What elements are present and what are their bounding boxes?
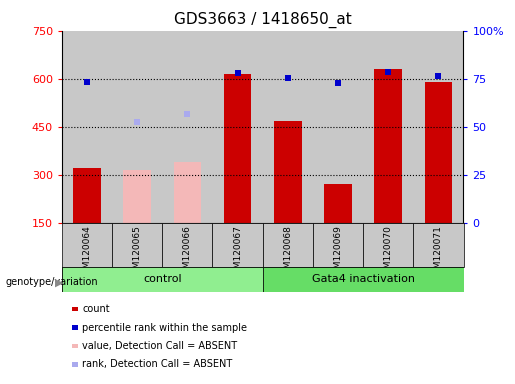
Bar: [363, 31, 413, 223]
Text: GSM120070: GSM120070: [384, 225, 392, 280]
Bar: [274, 121, 302, 223]
FancyBboxPatch shape: [212, 223, 263, 267]
Text: GSM120066: GSM120066: [183, 225, 192, 280]
Text: GSM120064: GSM120064: [82, 225, 91, 280]
FancyBboxPatch shape: [363, 223, 413, 267]
Text: value, Detection Call = ABSENT: value, Detection Call = ABSENT: [82, 341, 237, 351]
Bar: [224, 74, 251, 223]
Bar: [73, 168, 101, 223]
FancyBboxPatch shape: [162, 223, 212, 267]
Text: GSM120069: GSM120069: [334, 225, 342, 280]
FancyBboxPatch shape: [112, 223, 162, 267]
Bar: [174, 162, 201, 223]
Text: count: count: [82, 304, 110, 314]
Bar: [313, 31, 363, 223]
Bar: [112, 31, 162, 223]
Bar: [413, 31, 464, 223]
FancyBboxPatch shape: [62, 267, 464, 292]
FancyBboxPatch shape: [263, 267, 464, 292]
Text: rank, Detection Call = ABSENT: rank, Detection Call = ABSENT: [82, 359, 233, 369]
Bar: [123, 170, 151, 223]
Text: ▶: ▶: [55, 277, 63, 287]
FancyBboxPatch shape: [413, 223, 464, 267]
FancyBboxPatch shape: [313, 223, 363, 267]
FancyBboxPatch shape: [62, 223, 112, 267]
Bar: [263, 31, 313, 223]
Bar: [424, 82, 452, 223]
Text: percentile rank within the sample: percentile rank within the sample: [82, 323, 247, 333]
FancyBboxPatch shape: [62, 267, 263, 292]
Bar: [374, 69, 402, 223]
Text: Gata4 inactivation: Gata4 inactivation: [312, 274, 415, 285]
Text: GSM120067: GSM120067: [233, 225, 242, 280]
Title: GDS3663 / 1418650_at: GDS3663 / 1418650_at: [174, 12, 352, 28]
Bar: [62, 31, 112, 223]
FancyBboxPatch shape: [263, 223, 313, 267]
Bar: [162, 31, 212, 223]
Bar: [212, 31, 263, 223]
Text: GSM120071: GSM120071: [434, 225, 443, 280]
Text: GSM120065: GSM120065: [133, 225, 142, 280]
Text: control: control: [143, 274, 181, 285]
Bar: [324, 184, 352, 223]
Text: GSM120068: GSM120068: [283, 225, 292, 280]
Text: genotype/variation: genotype/variation: [5, 277, 98, 287]
